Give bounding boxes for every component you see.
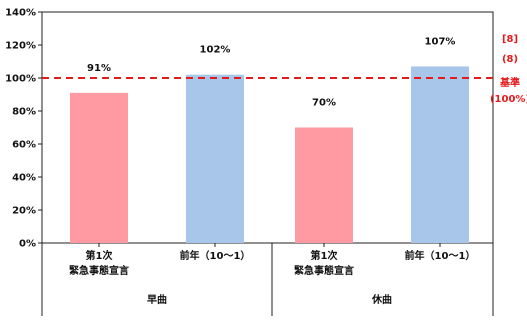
y-tick-label: 80% bbox=[12, 107, 36, 118]
reference-line-label: [8] bbox=[502, 34, 518, 45]
bar-data-label: 70% bbox=[312, 98, 336, 109]
bar-data-label: 91% bbox=[87, 63, 111, 74]
category-label-line1: 第1次 bbox=[86, 249, 113, 262]
y-tick-label: 60% bbox=[12, 140, 36, 151]
reference-line-label: 基準 bbox=[499, 76, 520, 89]
bar bbox=[186, 74, 244, 243]
bar-data-label: 107% bbox=[425, 36, 456, 47]
category-label-line1: 前年（10～1） bbox=[405, 249, 476, 262]
y-tick-label: 120% bbox=[5, 41, 36, 52]
reference-line-group: [8] (8) 基準 (100%) bbox=[42, 34, 527, 105]
axes-group: 0% 20% 40% 60% 80% 100% 120% 140% bbox=[5, 8, 494, 316]
y-tick-label: 40% bbox=[12, 173, 36, 184]
category-label-line2: 緊急事態宣言 bbox=[69, 264, 129, 277]
plot-frame bbox=[41, 11, 494, 244]
bar bbox=[295, 127, 353, 243]
y-tick-label: 140% bbox=[5, 8, 36, 19]
bars-group bbox=[70, 66, 469, 243]
y-tick-label: 0% bbox=[19, 239, 36, 250]
y-tick-label: 100% bbox=[5, 74, 36, 85]
group-label: 休曲 bbox=[371, 293, 392, 306]
reference-line-label: (100%) bbox=[490, 94, 527, 105]
group-label: 早曲 bbox=[147, 293, 167, 306]
category-label-line1: 前年（10～1） bbox=[180, 249, 251, 262]
reference-line-label: (8) bbox=[502, 54, 518, 65]
category-label-line1: 第1次 bbox=[311, 249, 338, 262]
bar bbox=[70, 92, 128, 243]
category-label-line2: 緊急事態宣言 bbox=[294, 264, 354, 277]
bar bbox=[411, 66, 469, 243]
y-tick-label: 20% bbox=[12, 206, 36, 217]
bar-data-label: 102% bbox=[200, 45, 231, 56]
